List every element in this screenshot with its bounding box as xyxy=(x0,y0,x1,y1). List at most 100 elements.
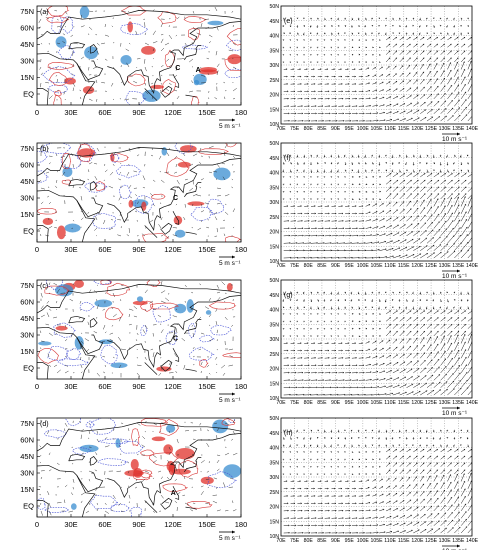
wind-arrow-head xyxy=(300,349,302,352)
wind-arrow-head xyxy=(404,231,407,234)
wind-arrow-head xyxy=(363,371,365,374)
wind-arrow xyxy=(392,118,399,122)
wind-arrow xyxy=(460,114,468,122)
wind-arrow xyxy=(420,179,426,185)
wind-arrow-head xyxy=(330,445,332,448)
wind-arrow xyxy=(392,154,394,158)
wind-arrow xyxy=(406,186,412,192)
wind-arrow xyxy=(460,469,466,475)
wind-arrow xyxy=(426,57,432,63)
wind-arrow xyxy=(413,207,419,214)
wind-arrow xyxy=(447,474,452,482)
wind-arrow-head xyxy=(405,307,408,309)
wind-arrow xyxy=(426,351,432,359)
wind-arrow-head xyxy=(334,90,337,93)
x-tick-label: 130E xyxy=(439,126,452,132)
wind-arrow-head xyxy=(411,383,414,386)
wind-arrow xyxy=(406,484,411,489)
wind-vector xyxy=(94,163,98,165)
wind-vector xyxy=(158,372,162,376)
wind-vector xyxy=(158,470,162,473)
wind-arrow-head xyxy=(296,249,298,252)
wind-arrow-head xyxy=(314,105,317,107)
wind-panel-frame xyxy=(280,142,473,262)
wind-vector xyxy=(192,364,195,366)
wind-arrow-head xyxy=(430,498,432,500)
x-tick-label: 180 xyxy=(235,108,248,117)
wind-arrow-head xyxy=(328,364,331,367)
anomaly-contour xyxy=(47,62,75,71)
x-tick-label: 150E xyxy=(198,245,216,254)
wind-vector xyxy=(135,30,138,36)
wind-arrow-head xyxy=(389,355,391,357)
wind-arrow xyxy=(365,249,373,251)
wind-arrow-head xyxy=(344,473,346,476)
wind-vector xyxy=(160,290,166,294)
wind-arrow xyxy=(467,357,472,366)
wind-arrow xyxy=(406,72,411,77)
anomaly-contour xyxy=(111,154,120,163)
wind-arrow xyxy=(330,169,332,173)
wind-arrow xyxy=(379,210,385,215)
wind-arrow xyxy=(447,50,452,55)
wind-arrow-head xyxy=(463,488,466,491)
wind-vector xyxy=(152,308,156,311)
wind-vector xyxy=(168,361,172,366)
wind-arrow-head xyxy=(395,50,398,53)
wind-vector xyxy=(56,78,58,84)
wind-arrow-head xyxy=(337,162,339,165)
wind-arrow-head xyxy=(316,313,319,315)
wind-arrow-head xyxy=(316,335,319,338)
wind-arrow-head xyxy=(328,357,330,359)
wind-arrow-head xyxy=(457,317,460,319)
wind-arrow-head xyxy=(383,378,386,380)
wind-arrow xyxy=(447,235,455,244)
wind-arrow-head xyxy=(378,437,380,440)
wind-arrow xyxy=(460,99,467,107)
wind-arrow xyxy=(460,193,467,200)
wind-arrow xyxy=(440,350,446,359)
wind-arrow xyxy=(406,353,412,359)
wind-arrow xyxy=(406,36,411,41)
wind-arrow-head xyxy=(313,342,316,344)
wind-vector xyxy=(111,25,114,28)
wind-arrow-head xyxy=(337,61,339,64)
wind-arrow-head xyxy=(416,207,419,210)
wind-arrow-head xyxy=(361,502,364,505)
wind-arrow-head xyxy=(349,371,351,374)
wind-vector xyxy=(39,461,42,464)
wind-vector xyxy=(160,329,164,334)
wind-vector xyxy=(103,219,106,225)
wind-arrow-head xyxy=(337,451,339,454)
wind-arrow xyxy=(385,478,390,482)
wind-arrow xyxy=(440,388,448,396)
wind-arrow-head xyxy=(347,342,350,344)
wind-arrow-head xyxy=(388,485,391,488)
wind-arrow xyxy=(420,382,427,388)
wind-arrow-head xyxy=(289,320,292,323)
wind-arrow-head xyxy=(358,451,361,453)
wind-arrow xyxy=(440,57,445,63)
x-tick-label: 30E xyxy=(64,245,77,254)
y-tick-label: 75N xyxy=(20,7,34,16)
wind-arrow-head xyxy=(457,204,460,206)
wind-arrow-head xyxy=(364,25,367,28)
wind-arrow-head xyxy=(464,496,466,498)
anomaly-contour xyxy=(119,184,132,199)
wind-arrow-head xyxy=(344,46,346,49)
wind-arrow-head xyxy=(323,191,326,193)
anomaly-contour xyxy=(134,195,154,215)
wind-arrow xyxy=(399,338,404,344)
wind-arrow-head xyxy=(398,392,400,394)
wind-arrow-head xyxy=(464,179,467,182)
wind-vector xyxy=(96,502,98,505)
wind-arrow xyxy=(433,198,439,207)
wind-arrow xyxy=(399,118,406,122)
wind-arrow-head xyxy=(357,393,360,396)
wind-vector xyxy=(45,234,50,237)
wind-arrow xyxy=(385,347,391,352)
wind-arrow-head xyxy=(336,386,339,389)
wind-arrow xyxy=(413,345,418,351)
wind-arrow-head xyxy=(376,112,379,114)
